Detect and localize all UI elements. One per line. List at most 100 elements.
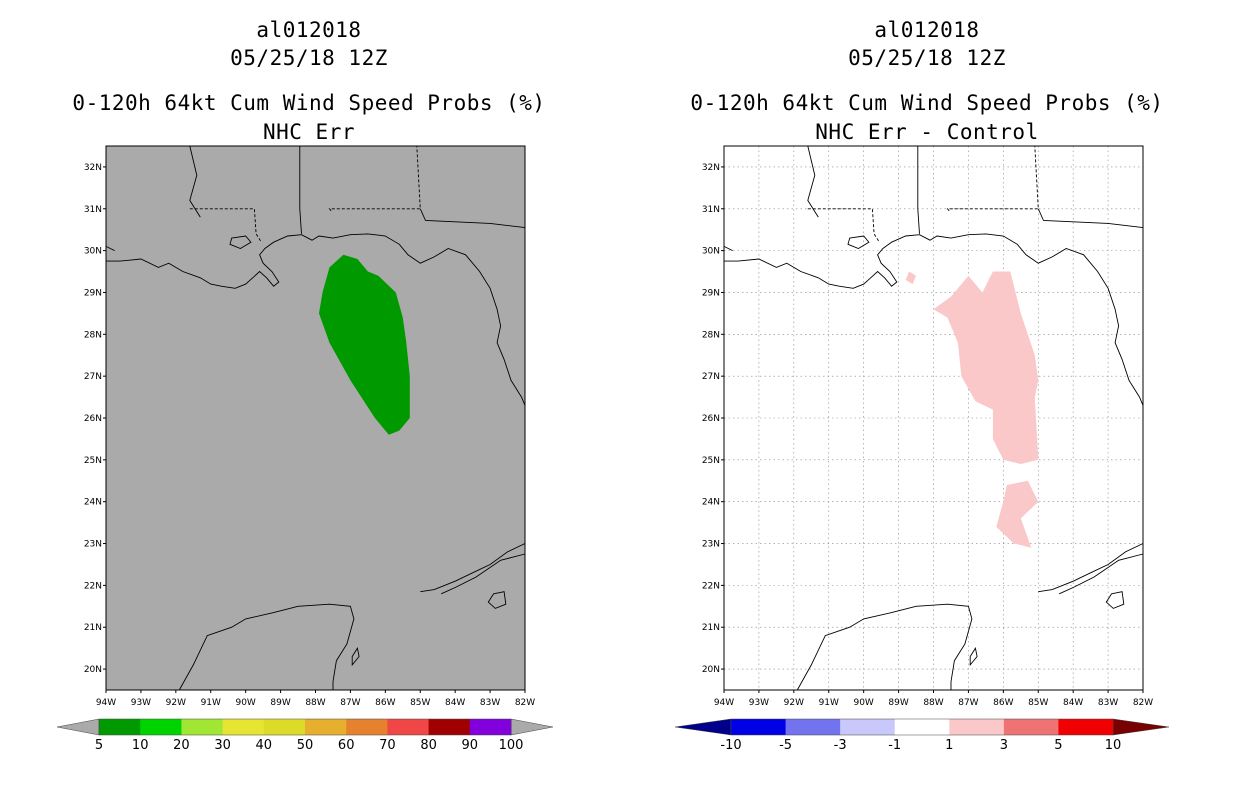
colorbar-label: -1 [888,738,901,753]
colorbar-segment [428,719,471,735]
colorbar-frame [98,718,512,736]
colorbar-label: -10 [720,738,741,753]
lon-label: 88W [923,698,943,708]
colorbar-label: 70 [379,738,396,753]
lat-label: 28N [84,330,102,340]
product-title: 0-120h 64kt Cum Wind Speed Probs (%) [72,91,546,115]
prob-contour [905,271,916,285]
lon-label: 90W [853,698,873,708]
colorbar-high-arrow [510,718,554,736]
state-border [328,145,421,212]
lat-label: 29N [702,288,720,298]
lat-label: 27N [84,372,102,382]
colorbar-low-arrow [674,718,732,736]
island-outline [969,647,978,667]
lat-label: 20N [84,665,102,675]
datetime: 05/25/18 12Z [848,46,1006,70]
lat-label: 23N [702,540,720,550]
colorbar-segment [840,719,896,735]
lon-label: 86W [375,698,395,708]
lon-label: 83W [480,698,500,708]
lon-label: 89W [888,698,908,708]
coastline [106,233,526,406]
prob-contour [933,271,1039,464]
lat-label: 26N [84,414,102,424]
lat-label: 32N [84,163,102,173]
lat-label: 31N [84,205,102,215]
colorbar-frame [730,718,1114,736]
lat-label: 29N [84,288,102,298]
colorbar-label: 20 [173,738,190,753]
colorbar-segment [222,719,265,735]
coastline [1038,543,1144,593]
colorbar-label: 5 [1054,738,1062,753]
lake-outline [229,235,252,250]
colorbar-segment [181,719,224,735]
map-figure: 32N 31N 30N 29N 28N 27N 26N 25N 24N 23N 22N 21N 20N 9… [56,145,554,753]
colorbar-label: 50 [297,738,314,753]
colorbar-segment [305,719,347,735]
colorbar-label: 90 [462,738,479,753]
lon-label: 94W [96,698,116,708]
lon-label: 86W [993,698,1013,708]
colorbar-label: 80 [420,738,437,753]
state-border [946,145,1039,212]
colorbar-high-arrow [1112,718,1170,736]
lon-label: 92W [784,698,804,708]
island-outline [1105,591,1125,609]
lat-label: 31N [702,205,720,215]
lon-label: 82W [515,698,535,708]
colorbar-low-arrow [56,718,100,736]
left-panel: al012018 05/25/18 12Z 0-120h 64kt Cum Wi… [56,18,554,753]
coastline [441,553,526,595]
map-background [106,146,525,690]
colorbar-segment [731,719,787,735]
state-border [105,245,115,252]
state-border [419,208,526,229]
storm-id: al012018 [256,18,362,42]
lon-label: 84W [1063,698,1083,708]
lon-label: 94W [714,698,734,708]
lon-label: 89W [270,698,290,708]
colorbar-segment [785,719,841,735]
lat-label: 24N [84,498,102,508]
colorbar-label: 5 [95,738,103,753]
coastline [178,603,355,691]
colorbar-segment [1003,719,1059,735]
state-border [189,208,262,243]
product-title: 0-120h 64kt Cum Wind Speed Probs (%) [690,91,1164,115]
prob-contour [996,480,1039,548]
colorbar-segment [949,719,1005,735]
colorbar-segment [1058,719,1114,735]
colorbar-label: 100 [499,738,524,753]
map-figure: 32N 31N 30N 29N 28N 27N 26N 25N 24N 23N 22N 21N 20N 9… [674,145,1170,753]
colorbar-segment [263,719,306,735]
lon-label: 87W [958,698,978,708]
lon-label: 82W [1133,698,1153,708]
lat-label: 23N [84,540,102,550]
coastline [724,233,1144,406]
colorbar-segment [140,719,182,735]
state-border [723,245,733,252]
right-panel: al012018 05/25/18 12Z 0-120h 64kt Cum Wi… [618,0,1236,800]
colorbar-label: 10 [132,738,149,753]
subtitle: NHC Err - Control [815,120,1039,144]
state-border [299,146,302,234]
lon-label: 84W [445,698,465,708]
colorbar-segment [99,719,141,735]
lat-label: 20N [702,665,720,675]
coastline [796,603,973,691]
lat-label: 32N [702,163,720,173]
island-outline [487,591,507,609]
lon-label: 83W [1098,698,1118,708]
lat-label: 25N [84,456,102,466]
island-outline [351,647,360,667]
river-line [807,145,819,218]
lon-label: 85W [1028,698,1048,708]
lat-label: 21N [702,623,720,633]
prob-contour [319,254,410,435]
lon-label: 91W [819,698,839,708]
colorbar-label: -3 [834,738,847,753]
colorbar-label: 3 [1000,738,1008,753]
lake-outline [847,235,870,250]
